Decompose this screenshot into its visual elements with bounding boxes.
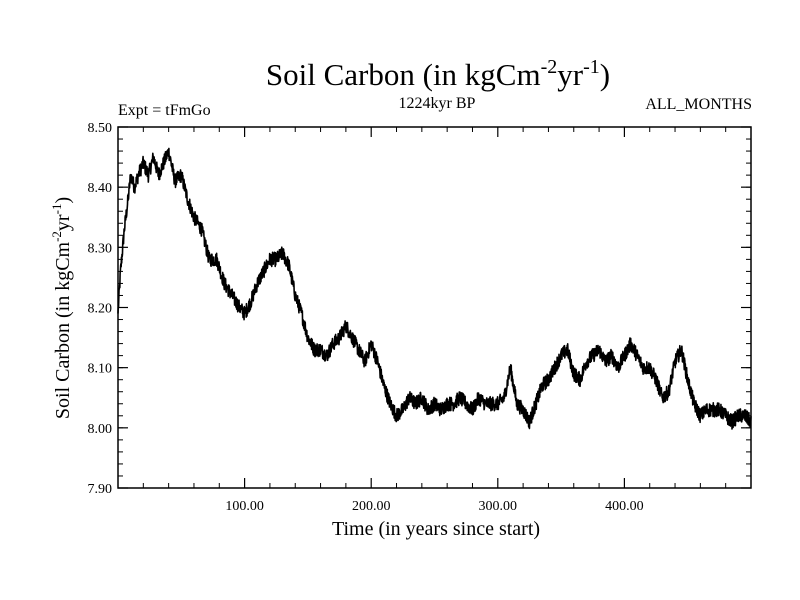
x-tick-label: 300.00 — [479, 499, 518, 514]
y-tick-label: 8.00 — [88, 422, 113, 437]
y-tick-label: 7.90 — [88, 482, 113, 497]
series-layer — [117, 147, 752, 430]
y-tick-label: 8.10 — [88, 362, 113, 377]
x-axis-label: Time (in years since start) — [332, 518, 540, 540]
x-tick-label: 100.00 — [225, 499, 264, 514]
period-label: 1224kyr BP — [399, 95, 476, 112]
y-axis-ticks: 7.90 8.00 8.10 8.20 8.30 8.40 8.50 — [88, 121, 751, 497]
chart-title: Soil Carbon (in kgCm-2yr-1) — [266, 56, 610, 92]
y-tick-label: 8.40 — [88, 181, 113, 196]
x-axis-ticks: 100.00 200.00 300.00 400.00 — [142, 127, 727, 514]
y-tick-label: 8.20 — [88, 302, 113, 317]
y-tick-label: 8.30 — [88, 241, 113, 256]
y-tick-label: 8.50 — [88, 121, 113, 136]
months-label: ALL_MONTHS — [645, 96, 752, 113]
experiment-label: Expt = tFmGo — [118, 102, 211, 119]
plot-frame — [117, 126, 752, 489]
x-tick-label: 400.00 — [605, 499, 644, 514]
y-axis-label: Soil Carbon (in kgCm-2yr-1) — [49, 197, 74, 419]
series-line — [117, 147, 752, 430]
x-tick-label: 200.00 — [352, 499, 391, 514]
